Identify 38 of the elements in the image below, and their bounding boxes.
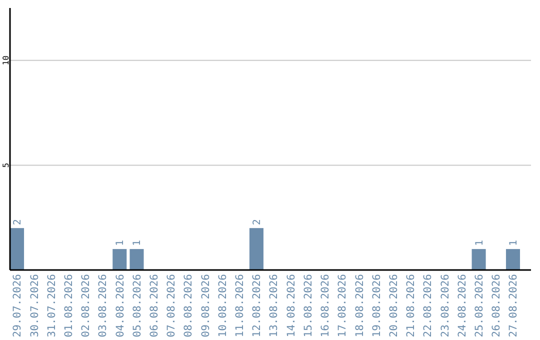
y-tick-label: 10 bbox=[2, 55, 10, 66]
data-label: 1 bbox=[132, 240, 144, 246]
x-tick-label: 18.08.2026 bbox=[354, 274, 366, 338]
x-tick-label: 14.08.2026 bbox=[285, 274, 298, 338]
x-tick-label: 03.08.2026 bbox=[97, 274, 110, 338]
x-tick-label: 20.08.2026 bbox=[388, 274, 400, 338]
x-tick-label: 05.08.2026 bbox=[131, 274, 144, 338]
x-tick-label: 11.08.2026 bbox=[234, 274, 246, 338]
x-tick-label: 01.08.2026 bbox=[62, 274, 75, 338]
x-tick-label: 25.08.2026 bbox=[473, 274, 486, 338]
x-tick-label: 26.08.2026 bbox=[490, 274, 503, 338]
x-tick-label: 16.08.2026 bbox=[320, 274, 332, 338]
x-tick-label: 13.08.2026 bbox=[268, 274, 280, 338]
x-tick-label: 04.08.2026 bbox=[114, 274, 126, 338]
x-tick-label: 02.08.2026 bbox=[80, 274, 92, 338]
x-tick-label: 30.07.2026 bbox=[28, 274, 41, 338]
x-tick-label: 19.08.2026 bbox=[370, 274, 383, 338]
x-tick-label: 08.08.2026 bbox=[182, 274, 195, 338]
x-tick-label: 27.08.2026 bbox=[508, 274, 520, 338]
x-tick-label: 17.08.2026 bbox=[336, 274, 349, 338]
data-label: 1 bbox=[474, 240, 486, 246]
data-label: 1 bbox=[508, 240, 520, 246]
x-tick-label: 12.08.2026 bbox=[251, 274, 264, 338]
data-label: 1 bbox=[115, 240, 126, 246]
x-tick-label: 29.07.2026 bbox=[12, 274, 24, 338]
x-tick-label: 24.08.2026 bbox=[456, 274, 468, 338]
data-label: 2 bbox=[252, 219, 263, 226]
x-tick-label: 09.08.2026 bbox=[200, 274, 212, 338]
x-tick-label: 15.08.2026 bbox=[302, 274, 314, 338]
x-tick-label: 23.08.2026 bbox=[439, 274, 452, 338]
data-label: 2 bbox=[12, 219, 24, 226]
x-tick-label: 21.08.2026 bbox=[405, 274, 418, 338]
y-tick-label: 5 bbox=[2, 162, 10, 168]
x-tick-label: 31.07.2026 bbox=[46, 274, 58, 338]
x-tick-label: 22.08.2026 bbox=[422, 274, 434, 338]
x-tick-label: 07.08.2026 bbox=[166, 274, 178, 338]
x-tick-label: 10.08.2026 bbox=[216, 274, 229, 338]
x-tick-label: 06.08.2026 bbox=[148, 274, 161, 338]
